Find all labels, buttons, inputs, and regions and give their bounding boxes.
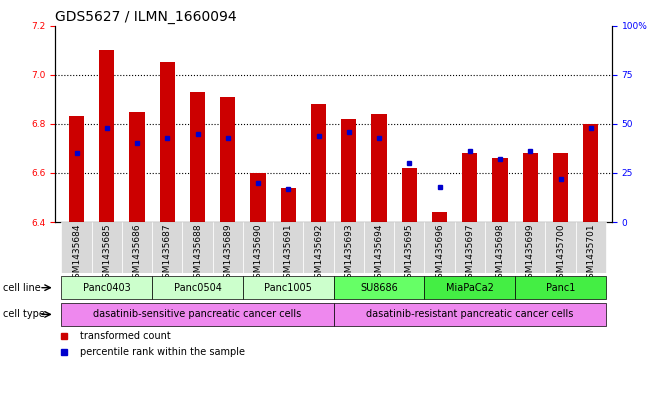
FancyBboxPatch shape [424, 222, 454, 273]
Text: GSM1435688: GSM1435688 [193, 224, 202, 284]
Text: GSM1435699: GSM1435699 [526, 224, 534, 284]
Text: GSM1435690: GSM1435690 [253, 224, 262, 284]
FancyBboxPatch shape [152, 276, 243, 299]
Text: GSM1435695: GSM1435695 [405, 224, 414, 284]
FancyBboxPatch shape [303, 222, 333, 273]
Bar [432, 212, 447, 222]
Text: GSM1435694: GSM1435694 [374, 224, 383, 284]
Bar [462, 153, 477, 222]
FancyBboxPatch shape [333, 222, 364, 273]
FancyBboxPatch shape [92, 222, 122, 273]
FancyBboxPatch shape [515, 222, 546, 273]
Bar [583, 124, 598, 222]
FancyBboxPatch shape [182, 222, 213, 273]
FancyBboxPatch shape [333, 303, 606, 326]
Text: GSM1435685: GSM1435685 [102, 224, 111, 284]
Bar [130, 112, 145, 222]
Text: GSM1435700: GSM1435700 [556, 224, 565, 284]
Text: Panc1005: Panc1005 [264, 283, 312, 293]
Bar [311, 104, 326, 222]
Text: SU8686: SU8686 [360, 283, 398, 293]
Bar [281, 188, 296, 222]
Text: GSM1435701: GSM1435701 [587, 224, 595, 284]
Text: GDS5627 / ILMN_1660094: GDS5627 / ILMN_1660094 [55, 10, 237, 24]
Bar [190, 92, 205, 222]
FancyBboxPatch shape [213, 222, 243, 273]
Text: GSM1435698: GSM1435698 [495, 224, 505, 284]
Text: GSM1435687: GSM1435687 [163, 224, 172, 284]
FancyBboxPatch shape [424, 276, 515, 299]
Bar [99, 50, 115, 222]
FancyBboxPatch shape [61, 303, 333, 326]
Bar [372, 114, 387, 222]
Text: cell line: cell line [3, 283, 41, 293]
Bar [341, 119, 356, 222]
Bar [69, 116, 84, 222]
Bar [220, 97, 235, 222]
FancyBboxPatch shape [364, 222, 394, 273]
Text: GSM1435697: GSM1435697 [465, 224, 475, 284]
Text: GSM1435684: GSM1435684 [72, 224, 81, 284]
Text: dasatinib-resistant pancreatic cancer cells: dasatinib-resistant pancreatic cancer ce… [366, 309, 574, 320]
FancyBboxPatch shape [61, 222, 92, 273]
FancyBboxPatch shape [575, 222, 606, 273]
Bar [492, 158, 508, 222]
Text: transformed count: transformed count [80, 331, 171, 342]
Text: GSM1435691: GSM1435691 [284, 224, 293, 284]
Text: GSM1435692: GSM1435692 [314, 224, 323, 284]
FancyBboxPatch shape [243, 222, 273, 273]
Bar [402, 168, 417, 222]
FancyBboxPatch shape [333, 276, 424, 299]
Bar [251, 173, 266, 222]
FancyBboxPatch shape [122, 222, 152, 273]
FancyBboxPatch shape [394, 222, 424, 273]
FancyBboxPatch shape [454, 222, 485, 273]
Text: percentile rank within the sample: percentile rank within the sample [80, 347, 245, 357]
FancyBboxPatch shape [152, 222, 182, 273]
Text: GSM1435693: GSM1435693 [344, 224, 353, 284]
Text: GSM1435689: GSM1435689 [223, 224, 232, 284]
Bar [159, 62, 175, 222]
FancyBboxPatch shape [546, 222, 575, 273]
FancyBboxPatch shape [243, 276, 333, 299]
FancyBboxPatch shape [273, 222, 303, 273]
Text: GSM1435686: GSM1435686 [133, 224, 141, 284]
Text: MiaPaCa2: MiaPaCa2 [446, 283, 493, 293]
Bar [553, 153, 568, 222]
FancyBboxPatch shape [515, 276, 606, 299]
Text: Panc1: Panc1 [546, 283, 575, 293]
Text: Panc0403: Panc0403 [83, 283, 131, 293]
Text: GSM1435696: GSM1435696 [435, 224, 444, 284]
Text: Panc0504: Panc0504 [174, 283, 221, 293]
Text: cell type: cell type [3, 309, 45, 320]
Bar [523, 153, 538, 222]
FancyBboxPatch shape [485, 222, 515, 273]
FancyBboxPatch shape [61, 276, 152, 299]
Text: dasatinib-sensitive pancreatic cancer cells: dasatinib-sensitive pancreatic cancer ce… [93, 309, 301, 320]
